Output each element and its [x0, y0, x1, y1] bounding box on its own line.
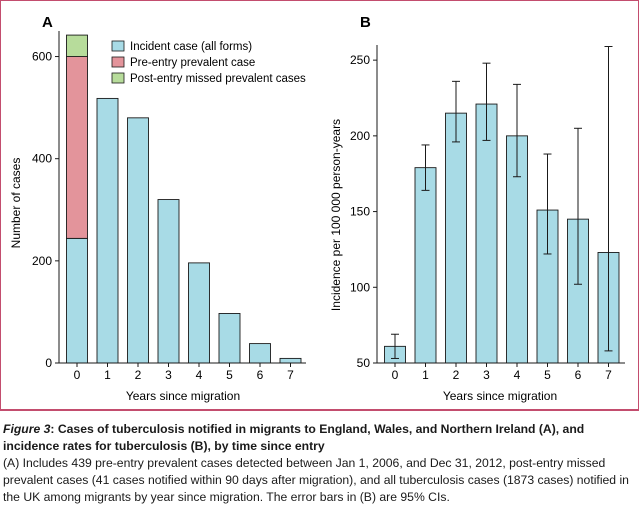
panel-b-y-ticks: 50 100 150 200 250 — [350, 53, 377, 370]
panel-a-bar-incident — [96, 97, 119, 364]
panel-a-x-tick-label: 7 — [287, 368, 294, 382]
panel-a-y-tick-label: 200 — [32, 254, 52, 268]
panel-b-y-axis-label: Incidence per 100 000 person-years — [329, 119, 343, 311]
panel-a-chart: A Number of cases Years since migration … — [9, 14, 306, 403]
caption-title: : Cases of tuberculosis notified in migr… — [3, 422, 585, 453]
panel-b-x-tick-label: 5 — [544, 368, 551, 382]
panel-b-y-tick-label: 50 — [357, 356, 371, 370]
legend-swatch-post-entry — [111, 72, 125, 84]
panel-a-bar-incident — [157, 199, 180, 364]
caption-heading: Figure 3: Cases of tuberculosis notified… — [3, 421, 636, 455]
panel-b-x-tick-label: 0 — [392, 368, 399, 382]
panel-a-bar-incident — [127, 117, 149, 364]
panel-a-legend: Incident case (all forms) Pre-entry prev… — [111, 40, 306, 85]
panel-b-error-bars — [391, 46, 613, 359]
legend-swatch-incident — [111, 40, 125, 52]
panel-a-y-ticks: 0 200 400 600 — [32, 50, 59, 370]
legend-swatch-pre-entry — [111, 56, 125, 68]
panel-b-y-tick-label: 250 — [350, 53, 370, 67]
panel-a-x-tick-label: 4 — [196, 368, 203, 382]
panel-a-bar-post-entry — [66, 34, 88, 57]
panel-a-bar-incident — [218, 313, 241, 364]
panel-a-bar-incident — [66, 237, 88, 364]
panel-a-x-axis-label: Years since migration — [126, 389, 240, 403]
panel-b-x-tick-label: 4 — [514, 368, 521, 382]
panel-a-x-tick-label: 1 — [104, 368, 111, 382]
panel-b-bar — [445, 112, 467, 364]
panel-a-bar-pre-entry — [66, 56, 88, 239]
panel-a-y-tick-label: 600 — [32, 50, 52, 64]
panel-b-x-tick-label: 1 — [422, 368, 429, 382]
panel-b-x-tick-label: 6 — [575, 368, 582, 382]
legend-label-pre-entry: Pre-entry prevalent case — [130, 57, 255, 69]
panel-a-bar-incident — [188, 262, 210, 364]
panel-b-y-tick-label: 150 — [350, 205, 370, 219]
panel-a-x-tick-label: 0 — [74, 368, 81, 382]
panel-b-x-tick-label: 7 — [605, 368, 612, 382]
panel-a-x-ticks: 0 1 2 3 4 5 6 7 — [74, 363, 294, 382]
panel-b-chart: B Incidence per 100 000 person-years Yea… — [329, 14, 625, 403]
panel-a-x-tick-label: 5 — [226, 368, 233, 382]
panel-b-x-axis-label: Years since migration — [443, 389, 557, 403]
panel-b-bar — [475, 103, 498, 364]
panel-b-x-tick-label: 3 — [483, 368, 490, 382]
panel-a-label: A — [42, 14, 53, 31]
panel-b-y-tick-label: 100 — [350, 280, 370, 294]
legend-label-incident: Incident case (all forms) — [130, 41, 252, 53]
panel-a-bar-incident — [279, 357, 302, 364]
panel-b-x-tick-label: 2 — [453, 368, 460, 382]
panel-a-x-tick-label: 6 — [257, 368, 264, 382]
caption-body: (A) Includes 439 pre-entry prevalent cas… — [3, 456, 629, 504]
figure-divider — [0, 409, 639, 411]
panel-a-x-tick-label: 3 — [165, 368, 172, 382]
panel-a-x-tick-label: 2 — [135, 368, 142, 382]
panel-a-y-tick-label: 0 — [45, 356, 52, 370]
panel-b-bars — [384, 103, 620, 364]
panel-b-label: B — [360, 14, 371, 31]
panel-a-bar-incident — [249, 343, 271, 364]
panel-b-x-ticks: 0 1 2 3 4 5 6 7 — [392, 363, 612, 382]
panel-a-y-axis-label: Number of cases — [9, 158, 23, 249]
figure-caption: Figure 3: Cases of tuberculosis notified… — [3, 421, 636, 506]
panel-b-y-tick-label: 200 — [350, 129, 370, 143]
legend-label-post-entry: Post-entry missed prevalent cases — [130, 73, 306, 85]
panel-b-bar — [414, 167, 437, 364]
figure-charts: A Number of cases Years since migration … — [9, 14, 625, 403]
panel-a-y-tick-label: 400 — [32, 152, 52, 166]
caption-figure-label: Figure 3 — [3, 422, 51, 436]
